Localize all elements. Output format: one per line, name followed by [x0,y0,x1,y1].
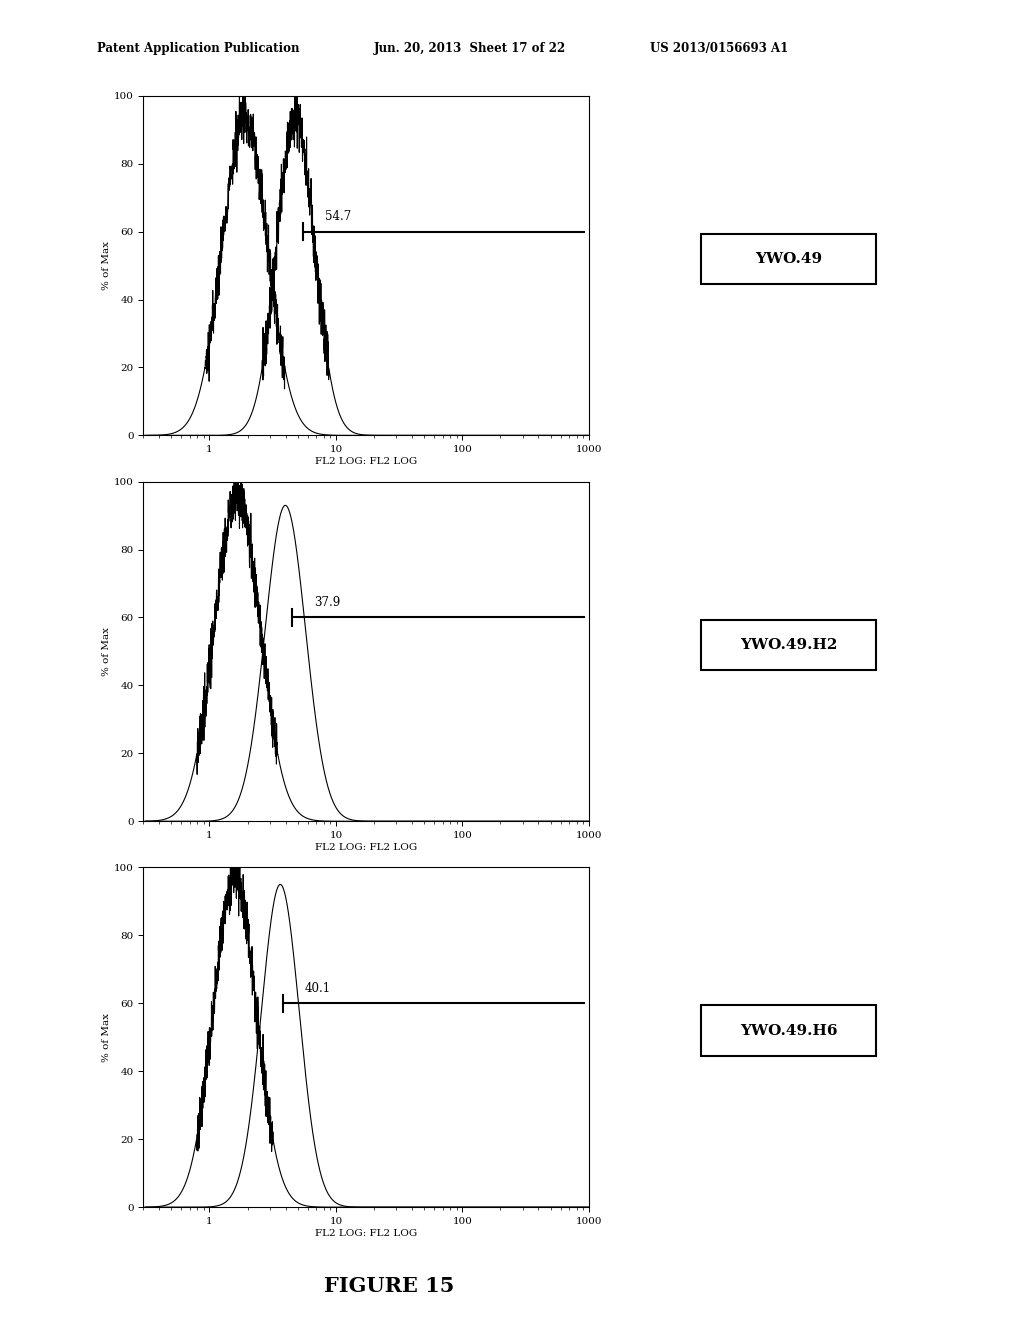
Text: 40.1: 40.1 [305,982,331,995]
X-axis label: FL2 LOG: FL2 LOG: FL2 LOG: FL2 LOG [315,1229,417,1238]
Text: 37.9: 37.9 [314,595,341,609]
Text: YWO.49.H2: YWO.49.H2 [739,638,838,652]
X-axis label: FL2 LOG: FL2 LOG: FL2 LOG: FL2 LOG [315,842,417,851]
Y-axis label: % of Max: % of Max [102,627,111,676]
Text: YWO.49: YWO.49 [755,252,822,265]
Y-axis label: % of Max: % of Max [102,242,111,290]
Text: YWO.49.H6: YWO.49.H6 [739,1023,838,1038]
Y-axis label: % of Max: % of Max [102,1012,111,1061]
X-axis label: FL2 LOG: FL2 LOG: FL2 LOG: FL2 LOG [315,457,417,466]
Text: Jun. 20, 2013  Sheet 17 of 22: Jun. 20, 2013 Sheet 17 of 22 [374,42,566,55]
Text: Patent Application Publication: Patent Application Publication [97,42,300,55]
Text: US 2013/0156693 A1: US 2013/0156693 A1 [650,42,788,55]
Text: FIGURE 15: FIGURE 15 [324,1276,455,1296]
Text: 54.7: 54.7 [326,210,351,223]
